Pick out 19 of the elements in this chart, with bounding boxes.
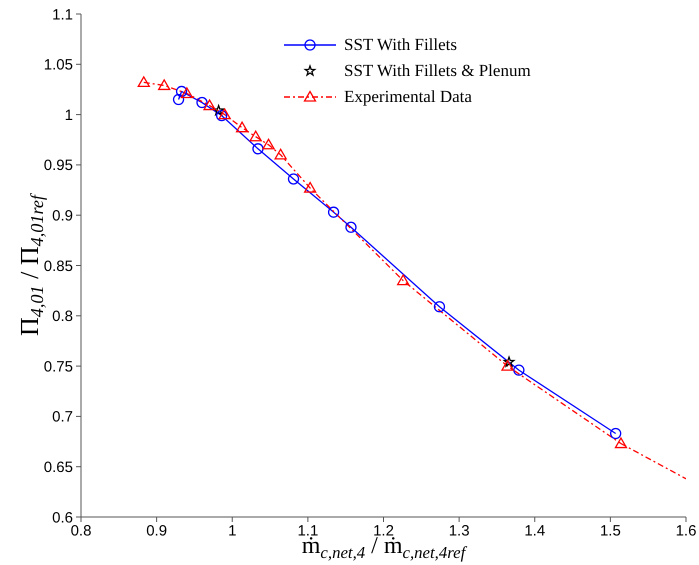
y-tick-label: 0.65 <box>44 459 73 476</box>
y-tick-label: 1 <box>64 106 73 124</box>
y-tick-label: 0.75 <box>44 358 73 376</box>
y-tick-label: 0.8 <box>52 308 73 326</box>
x-tick-label: 0.8 <box>70 522 92 540</box>
y-tick-label: 0.9 <box>52 208 73 225</box>
y-tick-label: 0.95 <box>44 157 73 174</box>
x-tick-label: 1.5 <box>600 522 621 540</box>
x-tick-label: 1.4 <box>524 522 546 540</box>
y-tick-label: 0.7 <box>52 408 73 426</box>
y-tick-label: 0.6 <box>52 509 73 526</box>
legend-label: SST With Fillets & Plenum <box>344 61 531 81</box>
x-tick-label: 0.9 <box>146 522 168 540</box>
y-tick-label: 1.05 <box>44 56 73 74</box>
legend-label: SST With Fillets <box>344 35 457 55</box>
x-tick-label: 1 <box>228 522 236 540</box>
x-tick-label: 1.6 <box>676 522 696 540</box>
y-tick-label: 1.1 <box>52 6 73 24</box>
legend-label: Experimental Data <box>344 87 472 107</box>
